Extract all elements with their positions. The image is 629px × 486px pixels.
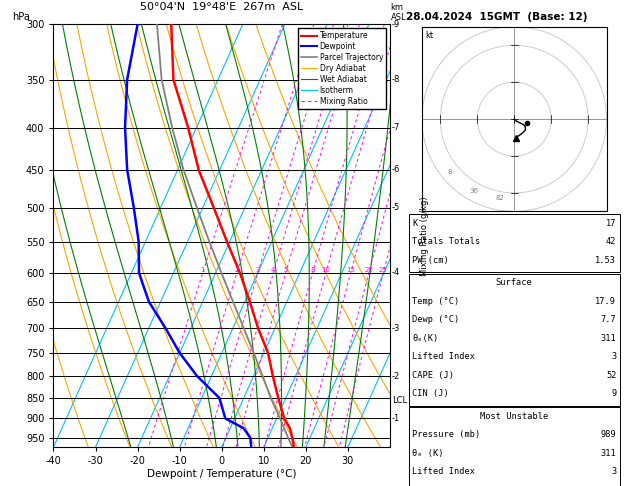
Text: -5: -5 [392,203,400,212]
Text: Mixing Ratio (g/kg): Mixing Ratio (g/kg) [420,196,429,276]
Text: K: K [412,219,417,227]
Text: 2: 2 [235,267,239,273]
Text: 50°04'N  19°48'E  267m  ASL: 50°04'N 19°48'E 267m ASL [140,2,303,12]
Text: 5: 5 [284,267,288,273]
Text: 7.7: 7.7 [601,315,616,324]
Text: 52: 52 [606,371,616,380]
Text: 28.04.2024  15GMT  (Base: 12): 28.04.2024 15GMT (Base: 12) [406,12,587,22]
Text: 311: 311 [601,334,616,343]
Text: 1.53: 1.53 [596,256,616,264]
X-axis label: Dewpoint / Temperature (°C): Dewpoint / Temperature (°C) [147,469,296,479]
Text: 3: 3 [611,352,616,361]
Text: 9: 9 [611,389,616,398]
Text: 42: 42 [606,237,616,246]
Text: Surface: Surface [496,278,533,287]
Text: -1: -1 [392,414,400,423]
Text: LCL: LCL [392,396,407,404]
Text: 3: 3 [611,468,616,476]
Text: Dewp (°C): Dewp (°C) [412,315,459,324]
Text: hPa: hPa [13,12,30,22]
Text: -3: -3 [392,324,400,333]
Text: Temp (°C): Temp (°C) [412,297,459,306]
Text: 15: 15 [346,267,355,273]
Text: θₑ (K): θₑ (K) [412,449,443,458]
Text: 3: 3 [255,267,260,273]
Text: 20: 20 [364,267,373,273]
Text: 82: 82 [496,195,504,201]
Text: kt: kt [426,31,433,40]
Text: Pressure (mb): Pressure (mb) [412,431,481,439]
Text: Lifted Index: Lifted Index [412,352,475,361]
Text: θₑ(K): θₑ(K) [412,334,438,343]
Text: km
ASL: km ASL [391,3,406,22]
Text: 989: 989 [601,431,616,439]
Text: 17: 17 [606,219,616,227]
Text: 1: 1 [201,267,205,273]
Text: 17.9: 17.9 [596,297,616,306]
Text: Lifted Index: Lifted Index [412,468,475,476]
Text: -8: -8 [392,75,400,84]
Text: 8: 8 [310,267,315,273]
Text: -7: -7 [392,123,400,132]
Text: PW (cm): PW (cm) [412,256,448,264]
Text: 36: 36 [470,188,479,194]
Text: 25: 25 [379,267,387,273]
Text: CAPE (J): CAPE (J) [412,371,454,380]
Text: -9: -9 [392,20,400,29]
Text: -4: -4 [392,268,400,278]
Text: Most Unstable: Most Unstable [480,412,548,421]
Text: CIN (J): CIN (J) [412,389,448,398]
Text: -6: -6 [392,165,400,174]
Text: Totals Totals: Totals Totals [412,237,481,246]
Text: 10: 10 [321,267,330,273]
Text: 8: 8 [448,170,452,175]
Text: 4: 4 [271,267,276,273]
Text: 311: 311 [601,449,616,458]
Text: -2: -2 [392,372,400,381]
Legend: Temperature, Dewpoint, Parcel Trajectory, Dry Adiabat, Wet Adiabat, Isotherm, Mi: Temperature, Dewpoint, Parcel Trajectory… [298,28,386,109]
